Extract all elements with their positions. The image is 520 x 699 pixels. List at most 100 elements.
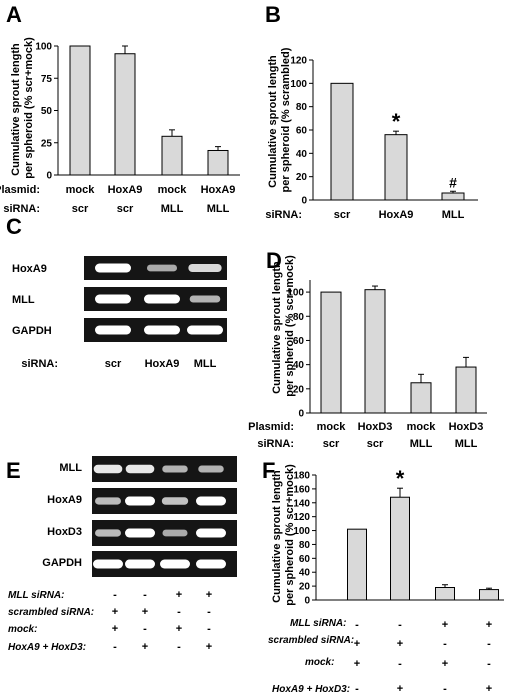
axes-f: 0 20 40 60 80 100 120 140 160 180 xyxy=(293,471,504,607)
bar xyxy=(410,382,432,414)
y-tick-label: 0 xyxy=(46,171,52,182)
gel-band xyxy=(146,264,178,272)
minus-sign: - xyxy=(143,589,147,601)
plus-sign: + xyxy=(142,606,148,618)
bar xyxy=(364,289,386,414)
panel-e: E MLL HoxA9 HoxD3 GAPDH MLL siRNA: scram… xyxy=(6,456,237,653)
y-axis-label-a-line2: per spheroid (% scr+mock) xyxy=(23,37,35,179)
y-axis-label-a: Cumulative sprout length per spheroid (%… xyxy=(10,37,35,179)
gel-band xyxy=(93,464,123,474)
row-value: HoxA9 xyxy=(108,184,143,196)
row-label-mll-sirna-e: MLL siRNA: xyxy=(8,590,64,601)
plus-sign: + xyxy=(142,641,148,653)
y-tick-label: 60 xyxy=(296,126,308,137)
bar xyxy=(390,496,410,601)
gel-band xyxy=(198,465,224,473)
minus-sign: - xyxy=(443,638,447,650)
row-label-mock-e: mock: xyxy=(8,624,37,635)
gel-band xyxy=(188,264,222,272)
y-axis-label-f: Cumulative sprout length per spheroid (%… xyxy=(271,464,296,606)
y-tick-label: 0 xyxy=(298,409,304,420)
y-tick-label: 40 xyxy=(293,360,305,371)
row-label-sirna-c: siRNA: xyxy=(21,358,58,370)
gel-band xyxy=(125,464,155,474)
row-value: scr xyxy=(105,358,122,370)
plus-sign: + xyxy=(112,606,118,618)
panel-label-a: A xyxy=(6,2,22,27)
y-tick-label: 100 xyxy=(287,288,304,299)
y-tick-label: 20 xyxy=(296,172,308,183)
gel-band xyxy=(162,465,188,473)
minus-sign: - xyxy=(143,623,147,635)
plus-sign: + xyxy=(112,623,118,635)
bar xyxy=(207,149,229,176)
plus-sign: + xyxy=(354,638,360,650)
row-label-scrambled-sirna-f: scrambled siRNA: xyxy=(268,635,354,646)
row-value: MLL xyxy=(207,203,230,215)
row-value: HoxD3 xyxy=(358,421,393,433)
significance-asterisk: * xyxy=(392,109,401,134)
y-tick-label: 140 xyxy=(293,498,310,509)
row-label-hoxa9-hoxd3-e: HoxA9 + HoxD3: xyxy=(8,642,86,653)
row-label-sirna-a: siRNA: xyxy=(3,203,40,215)
gene-label: GAPDH xyxy=(12,325,52,337)
gel-band xyxy=(95,263,131,273)
y-axis-label-f-line2: per spheroid (% scr+mock) xyxy=(284,464,296,606)
y-axis-label-a-line1: Cumulative sprout length xyxy=(10,43,22,176)
gel-band xyxy=(196,559,226,569)
y-tick-label: 60 xyxy=(293,336,305,347)
minus-sign: - xyxy=(355,683,359,695)
row-value: MLL xyxy=(442,209,465,221)
minus-sign: - xyxy=(487,638,491,650)
y-axis-label-d-line1: Cumulative sprout length xyxy=(271,261,283,394)
gel-band xyxy=(95,497,121,505)
plus-sign: + xyxy=(354,658,360,670)
y-tick-label: 160 xyxy=(293,484,310,495)
bar xyxy=(441,192,465,201)
minus-sign: - xyxy=(398,619,402,631)
row-value: MLL xyxy=(455,438,478,450)
plus-sign: + xyxy=(176,589,182,601)
y-axis-label-f-line1: Cumulative sprout length xyxy=(271,470,283,603)
row-value: HoxD3 xyxy=(449,421,484,433)
panel-label-e: E xyxy=(6,458,21,483)
gene-label: MLL xyxy=(59,462,82,474)
gel-band xyxy=(125,528,155,538)
gel-band xyxy=(95,294,131,304)
gene-label: HoxA9 xyxy=(12,263,47,275)
gel-band xyxy=(196,528,226,538)
row-value: MLL xyxy=(410,438,433,450)
panel-label-b: B xyxy=(265,2,281,27)
y-tick-label: 80 xyxy=(296,102,308,113)
gel-band xyxy=(125,559,155,569)
gel-band xyxy=(161,497,189,505)
panel-f: F Cumulative sprout length per spheroid … xyxy=(262,458,504,695)
minus-sign: - xyxy=(113,589,117,601)
gel-band xyxy=(187,325,223,335)
plus-sign: + xyxy=(176,623,182,635)
gene-label: HoxA9 xyxy=(47,494,82,506)
y-tick-label: 25 xyxy=(41,138,53,149)
panel-a: A Cumulative sprout length per spheroid … xyxy=(0,2,240,215)
row-label-mll-sirna-f: MLL siRNA: xyxy=(290,618,346,629)
plus-sign: + xyxy=(442,658,448,670)
minus-sign: - xyxy=(398,658,402,670)
gel-e xyxy=(92,456,237,577)
row-value: mock xyxy=(407,421,437,433)
bar xyxy=(479,589,499,601)
y-tick-label: 40 xyxy=(296,149,308,160)
bar xyxy=(384,134,408,201)
bar xyxy=(455,366,477,414)
gel-c xyxy=(84,256,227,342)
minus-sign: - xyxy=(207,606,211,618)
minus-sign: - xyxy=(207,623,211,635)
y-tick-label: 100 xyxy=(290,79,307,90)
plus-sign: + xyxy=(397,683,403,695)
gel-band xyxy=(95,529,121,537)
gel-band xyxy=(196,496,226,506)
y-tick-label: 180 xyxy=(293,471,310,482)
y-axis-label-b-line2: per spheroid (% scrambled) xyxy=(280,47,292,192)
row-value: scr xyxy=(334,209,351,221)
panel-d: D Cumulative sprout length per spheroid … xyxy=(248,248,487,450)
bar xyxy=(114,53,136,176)
